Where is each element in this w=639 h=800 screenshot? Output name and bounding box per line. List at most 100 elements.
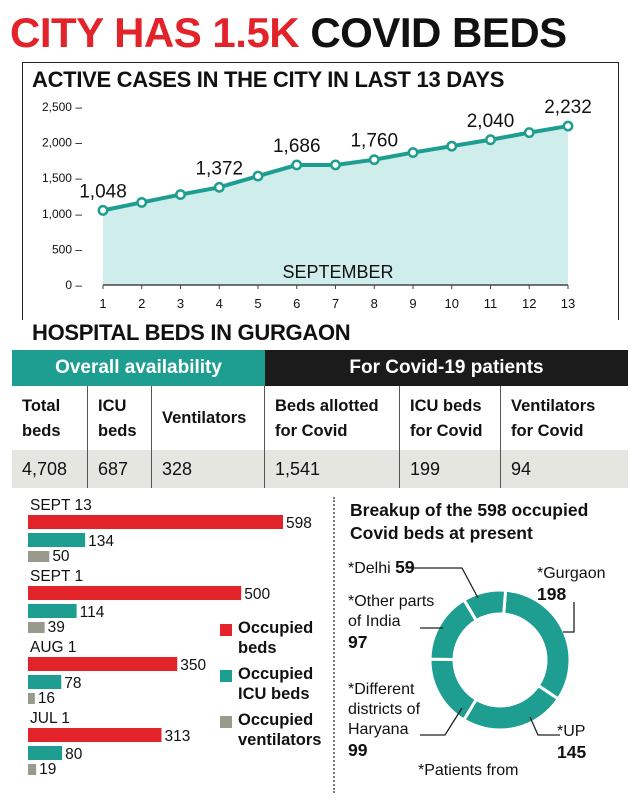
active-cases-line-chart: 0 –500 –1,000 –1,500 –2,000 –2,500 –1 2 3 4… [42, 97, 592, 311]
legend-swatch-teal [220, 670, 232, 682]
col-head-line2: for Covid [410, 422, 483, 440]
legend-label: Occupied ICU beds [238, 665, 314, 703]
data-point [330, 159, 341, 171]
data-label: 2,232 [544, 97, 592, 118]
col-head: ICU beds for Covid [410, 394, 482, 444]
data-point [175, 189, 186, 201]
line-chart-title: ACTIVE CASES IN THE CITY IN LAST 13 DAYS [32, 67, 505, 92]
col-head: Ventilators [162, 406, 246, 431]
data-label: 1,048 [79, 181, 127, 202]
col-head-line2: beds [98, 422, 137, 440]
bar-value-label: 80 [65, 746, 83, 763]
slice-label-delhi: *Delhi 59 [348, 557, 415, 579]
data-point [291, 159, 303, 171]
data-point [485, 134, 496, 146]
donut-slice [502, 588, 572, 702]
covid-patients-header: For Covid-19 patients [265, 350, 628, 386]
col-head-line1: Ventilators [511, 397, 596, 415]
bar [28, 764, 37, 775]
x-tick-label: 13 [561, 296, 575, 311]
x-tick-label: 5 [254, 296, 261, 311]
bar-legend: Occupied beds Occupied ICU beds Occupied… [218, 618, 336, 756]
bar-value-label: 19 [39, 761, 56, 778]
slice-value: 145 [557, 742, 587, 762]
data-label: 1,372 [195, 158, 243, 179]
slice-name: *Other parts of India [348, 593, 435, 630]
col-head-line1: Beds allotted [275, 397, 379, 415]
x-tick-label: 4 [216, 296, 223, 311]
bar-value-label: 39 [48, 619, 65, 636]
col-icu-beds: ICU beds 687 [88, 386, 152, 488]
bar-group-label: JUL 1 [30, 710, 70, 727]
headline-part-red: CITY HAS 1.5K [10, 9, 300, 56]
data-point [562, 120, 574, 132]
slice-label-other-india: *Other parts of India 97 [348, 592, 434, 654]
col-value: 328 [152, 450, 264, 488]
bar-value-label: 78 [64, 675, 81, 692]
col-head: Total beds [22, 394, 61, 444]
donut-footnote: *Patients from [418, 762, 519, 779]
bar-value-label: 350 [180, 657, 206, 674]
col-head: Ventilators for Covid [511, 394, 595, 444]
slice-label-gurgaon: *Gurgaon 198 [537, 564, 606, 606]
bar [28, 746, 63, 760]
col-head: ICU beds [98, 394, 137, 444]
x-tick-label: 7 [332, 296, 339, 311]
bar [28, 515, 283, 529]
legend-label: Occupied ventilators [238, 711, 322, 749]
legend-occupied-vent: Occupied ventilators [218, 710, 336, 750]
col-head-line1: Total [22, 397, 61, 415]
bar [28, 693, 35, 704]
x-tick-label: 8 [371, 296, 378, 311]
x-tick-label: 12 [522, 296, 536, 311]
y-tick-label: 1,000 – [42, 207, 82, 221]
bar-group-label: SEPT 13 [30, 497, 92, 514]
slice-name: *Gurgaon [537, 565, 606, 582]
data-label: 2,040 [467, 111, 515, 132]
bar [28, 586, 242, 600]
leader-line [405, 567, 479, 599]
leader-line [563, 602, 575, 633]
col-beds-allotted-covid: Beds allotted for Covid 1,541 [265, 386, 400, 488]
col-head-line1: Ventilators [162, 409, 247, 427]
slice-value: 99 [348, 740, 368, 760]
data-point [523, 127, 535, 139]
col-head-line2: beds [22, 422, 61, 440]
month-label: SEPTEMBER [282, 262, 393, 282]
data-point [446, 140, 458, 152]
slice-name: *UP [557, 723, 586, 740]
col-value: 1,541 [265, 450, 399, 488]
data-point [407, 147, 419, 159]
donut-title-line2: Covid beds at present [350, 523, 533, 543]
bar-group-label: SEPT 1 [30, 568, 83, 585]
legend-swatch-red [220, 624, 232, 636]
col-icu-beds-covid: ICU beds for Covid 199 [400, 386, 501, 488]
section-divider [333, 497, 335, 793]
bar-value-label: 16 [38, 690, 55, 707]
headline-part-black: COVID BEDS [310, 9, 567, 56]
bar [28, 533, 86, 547]
bar [28, 622, 45, 633]
y-tick-label: 0 – [65, 278, 82, 292]
slice-name: *Different districts of Haryana [348, 681, 421, 738]
slice-value: 59 [395, 557, 415, 577]
col-head-line1: ICU beds [410, 397, 482, 415]
bar [28, 604, 77, 618]
donut-slice [428, 657, 479, 723]
x-tick-label: 2 [138, 296, 145, 311]
bar-value-label: 134 [88, 533, 114, 550]
y-tick-label: 2,500 – [42, 100, 82, 114]
col-head: Beds allotted for Covid [275, 394, 379, 444]
bar [28, 657, 178, 671]
slice-value: 97 [348, 632, 368, 652]
leader-line [529, 716, 560, 736]
data-label: 1,686 [273, 136, 321, 157]
col-head-line1: ICU [98, 397, 127, 415]
legend-occupied-beds: Occupied beds [218, 618, 336, 658]
col-value: 4,708 [12, 450, 87, 488]
x-tick-label: 9 [409, 296, 416, 311]
col-value: 687 [88, 450, 151, 488]
y-tick-label: 1,500 – [42, 171, 82, 185]
data-point [213, 181, 225, 193]
